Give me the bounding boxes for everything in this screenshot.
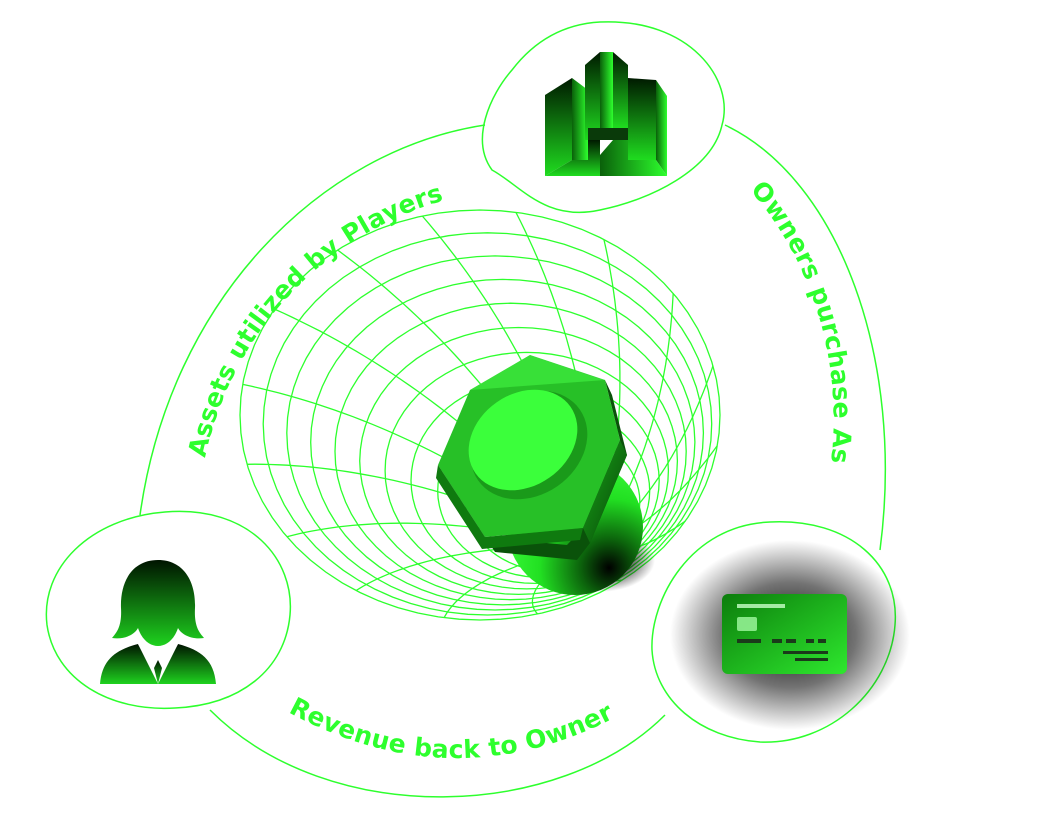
payment-node — [651, 521, 910, 743]
credit-card-icon — [722, 594, 847, 674]
building-node — [481, 21, 725, 213]
center-token — [436, 355, 655, 595]
hexagon-token-icon — [436, 355, 627, 560]
person-icon — [100, 560, 216, 684]
player-node — [45, 510, 292, 710]
owners-purchase-label: Owners purchase Assets — [0, 0, 857, 465]
building-icon — [545, 52, 667, 176]
grid-ring — [239, 209, 721, 621]
grid-spoke — [613, 293, 674, 518]
cycle-loop — [139, 124, 887, 798]
